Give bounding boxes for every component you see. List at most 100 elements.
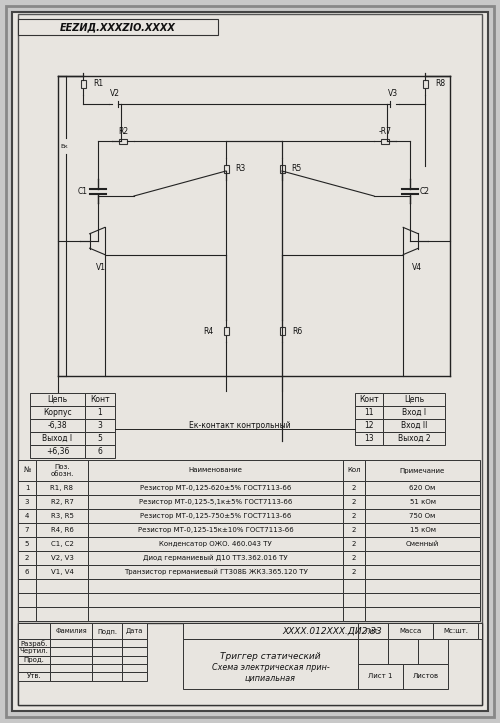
- Text: Подп.: Подп.: [97, 628, 117, 634]
- Bar: [18, 664, 50, 672]
- Text: Конт: Конт: [359, 395, 379, 404]
- Bar: [365, 593, 480, 607]
- Text: Вход II: Вход II: [401, 421, 427, 430]
- Bar: [36, 523, 88, 537]
- Text: Поз.
обозн.: Поз. обозн.: [50, 464, 74, 477]
- Bar: [355, 419, 383, 432]
- Bar: [88, 565, 343, 579]
- Text: Лист 1: Лист 1: [368, 674, 393, 680]
- Bar: [365, 460, 480, 481]
- Text: 7: 7: [25, 527, 29, 533]
- Bar: [85, 406, 115, 419]
- Bar: [50, 639, 92, 647]
- Bar: [18, 607, 36, 621]
- Text: 12: 12: [364, 421, 374, 430]
- Bar: [224, 327, 228, 335]
- Text: ЕЕZИД.ХXXZIO.ХXXX: ЕЕZИД.ХXXZIO.ХXXX: [60, 22, 176, 32]
- Text: Лит.: Лит.: [365, 628, 381, 634]
- Bar: [358, 623, 388, 639]
- Bar: [36, 551, 88, 565]
- Bar: [18, 460, 36, 481]
- Bar: [18, 623, 50, 639]
- Text: R3: R3: [235, 164, 245, 173]
- Bar: [343, 593, 365, 607]
- Text: Листов: Листов: [412, 674, 438, 680]
- Bar: [343, 579, 365, 593]
- Text: Ек-контакт контрольный: Ек-контакт контрольный: [189, 421, 291, 430]
- Bar: [365, 495, 480, 509]
- Bar: [92, 664, 122, 672]
- Bar: [224, 165, 228, 173]
- Text: 3: 3: [98, 421, 102, 430]
- Bar: [92, 623, 122, 639]
- Text: Цепь: Цепь: [48, 395, 68, 404]
- Text: V4: V4: [412, 262, 422, 272]
- Bar: [88, 495, 343, 509]
- Bar: [30, 419, 85, 432]
- Bar: [18, 523, 36, 537]
- Bar: [18, 639, 50, 647]
- Text: Разраб.: Разраб.: [20, 640, 48, 646]
- Text: Схема электрическая прин-: Схема электрическая прин-: [212, 664, 330, 672]
- Bar: [50, 656, 92, 664]
- Text: 4: 4: [25, 513, 29, 519]
- Text: Масса: Масса: [400, 628, 421, 634]
- Bar: [80, 80, 86, 88]
- Bar: [18, 537, 36, 551]
- Bar: [36, 460, 88, 481]
- Text: Резистор МТ-0,125-15к±10% ГОСТ7113-66: Резистор МТ-0,125-15к±10% ГОСТ7113-66: [138, 527, 294, 533]
- Bar: [18, 623, 482, 705]
- Text: -R7: -R7: [378, 127, 392, 137]
- Bar: [18, 495, 36, 509]
- Bar: [36, 593, 88, 607]
- Text: 2: 2: [352, 485, 356, 491]
- Polygon shape: [390, 101, 396, 107]
- Text: 1: 1: [25, 485, 29, 491]
- Bar: [30, 432, 85, 445]
- Bar: [343, 537, 365, 551]
- Bar: [122, 664, 147, 672]
- Bar: [36, 565, 88, 579]
- Bar: [88, 537, 343, 551]
- Bar: [122, 672, 147, 680]
- Bar: [30, 445, 85, 458]
- Bar: [18, 551, 36, 565]
- Bar: [18, 509, 36, 523]
- Bar: [50, 664, 92, 672]
- Text: R3, R5: R3, R5: [50, 513, 74, 519]
- Text: C1: C1: [78, 187, 88, 195]
- Bar: [88, 481, 343, 495]
- Text: Резистор МТ-0,125-5,1к±5% ГОСТ7113-66: Резистор МТ-0,125-5,1к±5% ГОСТ7113-66: [139, 499, 292, 505]
- Bar: [355, 393, 383, 406]
- Bar: [36, 537, 88, 551]
- Text: Чертил.: Чертил.: [20, 649, 48, 654]
- Bar: [355, 406, 383, 419]
- Text: V2, V3: V2, V3: [50, 555, 74, 561]
- Text: 1: 1: [98, 408, 102, 417]
- Text: 2: 2: [352, 555, 356, 561]
- Bar: [383, 419, 445, 432]
- Bar: [383, 432, 445, 445]
- Bar: [122, 647, 147, 656]
- Text: Конденсатор ОЖО. 460.043 ТУ: Конденсатор ОЖО. 460.043 ТУ: [159, 541, 272, 547]
- Bar: [88, 607, 343, 621]
- Text: +6,36: +6,36: [46, 447, 69, 456]
- Bar: [85, 432, 115, 445]
- Text: R2, R7: R2, R7: [50, 499, 74, 505]
- Bar: [358, 639, 388, 664]
- Bar: [85, 445, 115, 458]
- Text: Наименование: Наименование: [188, 468, 242, 474]
- Text: Цепь: Цепь: [404, 395, 424, 404]
- Text: 2: 2: [352, 527, 356, 533]
- Bar: [50, 647, 92, 656]
- Bar: [30, 406, 85, 419]
- Bar: [422, 80, 428, 88]
- Bar: [343, 481, 365, 495]
- Text: Кол: Кол: [347, 468, 361, 474]
- Text: Конт: Конт: [90, 395, 110, 404]
- Text: R8: R8: [435, 80, 445, 88]
- Text: 620 Ом: 620 Ом: [410, 485, 436, 491]
- Bar: [85, 393, 115, 406]
- Bar: [88, 460, 343, 481]
- Bar: [365, 509, 480, 523]
